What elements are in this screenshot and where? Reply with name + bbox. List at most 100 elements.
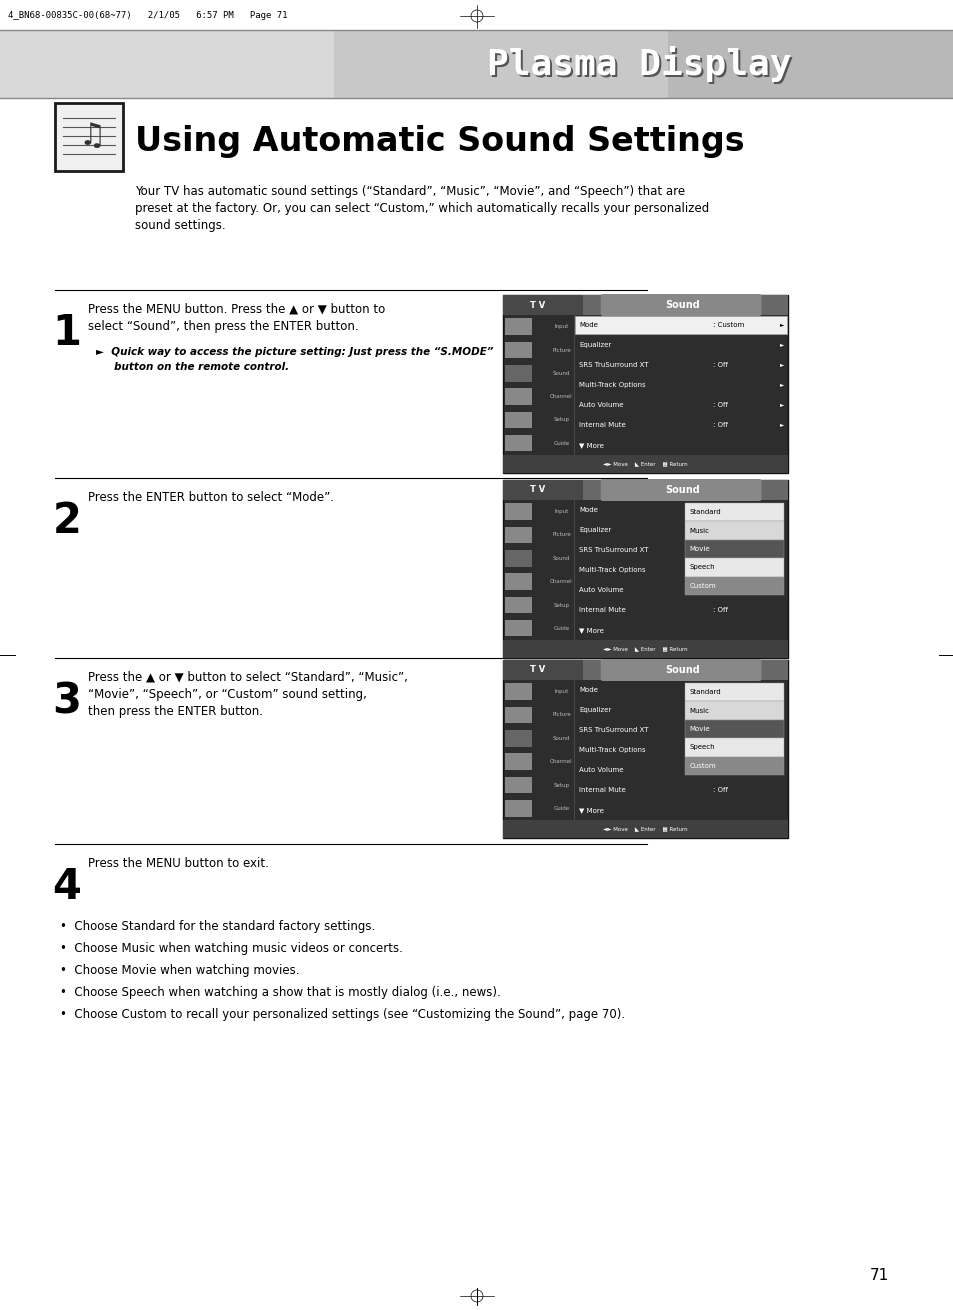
Bar [504,753,532,770]
Bar [684,701,783,719]
Text: : Off: : Off [713,362,727,368]
Text: ♫: ♫ [79,123,106,152]
Text: ▼ More: ▼ More [578,627,603,633]
Text: ◄► Move    ◣ Enter    ▦ Return: ◄► Move ◣ Enter ▦ Return [602,461,687,466]
Text: Sound: Sound [664,485,700,495]
Text: Input: Input [554,324,568,329]
Text: Internal Mute: Internal Mute [578,787,625,793]
Text: : Off: : Off [713,766,727,773]
Text: select “Sound”, then press the ENTER button.: select “Sound”, then press the ENTER but… [88,320,358,333]
Text: Custom: Custom [689,583,716,588]
Text: Equalizer: Equalizer [578,707,611,713]
Bar [684,683,783,701]
Text: Sound: Sound [664,665,700,675]
Text: Channel: Channel [550,760,572,764]
Bar [667,30,953,98]
Bar [504,503,532,520]
Text: Picture: Picture [552,532,570,537]
Text: SRS TruSurround XT: SRS TruSurround XT [578,362,648,368]
Text: Equalizer: Equalizer [578,527,611,533]
Text: Using Automatic Sound Settings: Using Automatic Sound Settings [135,124,744,157]
Text: 1: 1 [52,312,81,354]
Text: Speech: Speech [689,744,715,751]
Text: Mode: Mode [578,322,598,328]
Text: Channel: Channel [550,579,572,584]
Text: Guide: Guide [553,806,569,811]
Text: Guide: Guide [553,441,569,445]
Text: Setup: Setup [553,418,569,423]
Bar [684,558,783,576]
Text: : Off: : Off [713,422,727,428]
Text: ►: ► [779,322,783,328]
Bar [504,435,532,452]
Bar [684,576,783,595]
Bar [504,318,532,335]
Text: : Off: : Off [713,787,727,793]
Text: Speech: Speech [689,565,715,570]
Text: Auto Volume: Auto Volume [578,587,623,593]
Bar [502,479,787,658]
Text: •  Choose Movie when watching movies.: • Choose Movie when watching movies. [60,964,299,977]
Text: •  Choose Custom to recall your personalized settings (see “Customizing the Soun: • Choose Custom to recall your personali… [60,1007,624,1020]
Text: ►: ► [779,402,783,407]
Text: ◄► Move    ◣ Enter    ▦ Return: ◄► Move ◣ Enter ▦ Return [602,827,687,832]
Bar [502,479,582,500]
Text: Guide: Guide [553,626,569,631]
Text: Internal Mute: Internal Mute [578,422,625,428]
Text: •  Choose Speech when watching a show that is mostly dialog (i.e., news).: • Choose Speech when watching a show tha… [60,986,500,1000]
Bar [684,503,783,521]
Text: Sound: Sound [552,371,570,376]
Text: Equalizer: Equalizer [578,342,611,348]
Text: Picture: Picture [552,347,570,352]
Text: Movie: Movie [689,726,709,732]
Text: Setup: Setup [553,782,569,787]
Text: T V: T V [529,486,544,494]
Bar [502,455,787,473]
Text: Standard: Standard [689,510,720,515]
Bar [582,295,787,314]
Bar [502,660,582,680]
Text: Channel: Channel [550,394,572,400]
Text: SRS TruSurround XT: SRS TruSurround XT [578,548,648,553]
Text: Multi-Track Options: Multi-Track Options [578,747,645,753]
Text: Internal Mute: Internal Mute [578,607,625,613]
Text: 2: 2 [52,500,81,542]
Bar [502,660,787,838]
Bar [502,820,787,838]
Bar [582,660,787,680]
Text: ►: ► [779,363,783,368]
Bar [334,30,953,98]
Text: sound settings.: sound settings. [135,219,226,232]
Bar [55,103,123,172]
Text: ◄► Move    ◣ Enter    ▦ Return: ◄► Move ◣ Enter ▦ Return [602,647,687,651]
Text: Press the ENTER button to select “Mode”.: Press the ENTER button to select “Mode”. [88,491,334,504]
Text: : Off: : Off [713,402,727,407]
Text: “Movie”, “Speech”, or “Custom” sound setting,: “Movie”, “Speech”, or “Custom” sound set… [88,688,367,701]
Text: Music: Music [689,707,709,714]
Bar [504,550,532,566]
Bar [504,574,532,590]
Bar [504,365,532,381]
Bar [502,295,582,314]
Text: 4_BN68-00835C-00(68~77)   2/1/05   6:57 PM   Page 71: 4_BN68-00835C-00(68~77) 2/1/05 6:57 PM P… [8,10,287,20]
Bar [504,707,532,723]
Bar [684,739,783,757]
Text: ▼ More: ▼ More [578,441,603,448]
Text: Your TV has automatic sound settings (“Standard”, “Music”, “Movie”, and “Speech”: Your TV has automatic sound settings (“S… [135,185,684,198]
Text: Plasma Display: Plasma Display [486,46,791,83]
Text: 4: 4 [52,866,81,908]
Text: Setup: Setup [553,603,569,608]
Text: Plasma Display: Plasma Display [489,48,793,84]
Text: ▼ More: ▼ More [578,807,603,814]
Bar [504,342,532,358]
Bar [582,479,787,500]
Text: 71: 71 [868,1268,887,1282]
Text: : Custom: : Custom [713,322,743,328]
Text: Press the ▲ or ▼ button to select “Standard”, “Music”,: Press the ▲ or ▼ button to select “Stand… [88,671,408,684]
Bar [504,684,532,700]
Bar [504,597,532,613]
Text: Picture: Picture [552,713,570,718]
Bar [684,540,783,558]
Bar [0,30,953,98]
Bar [504,777,532,793]
